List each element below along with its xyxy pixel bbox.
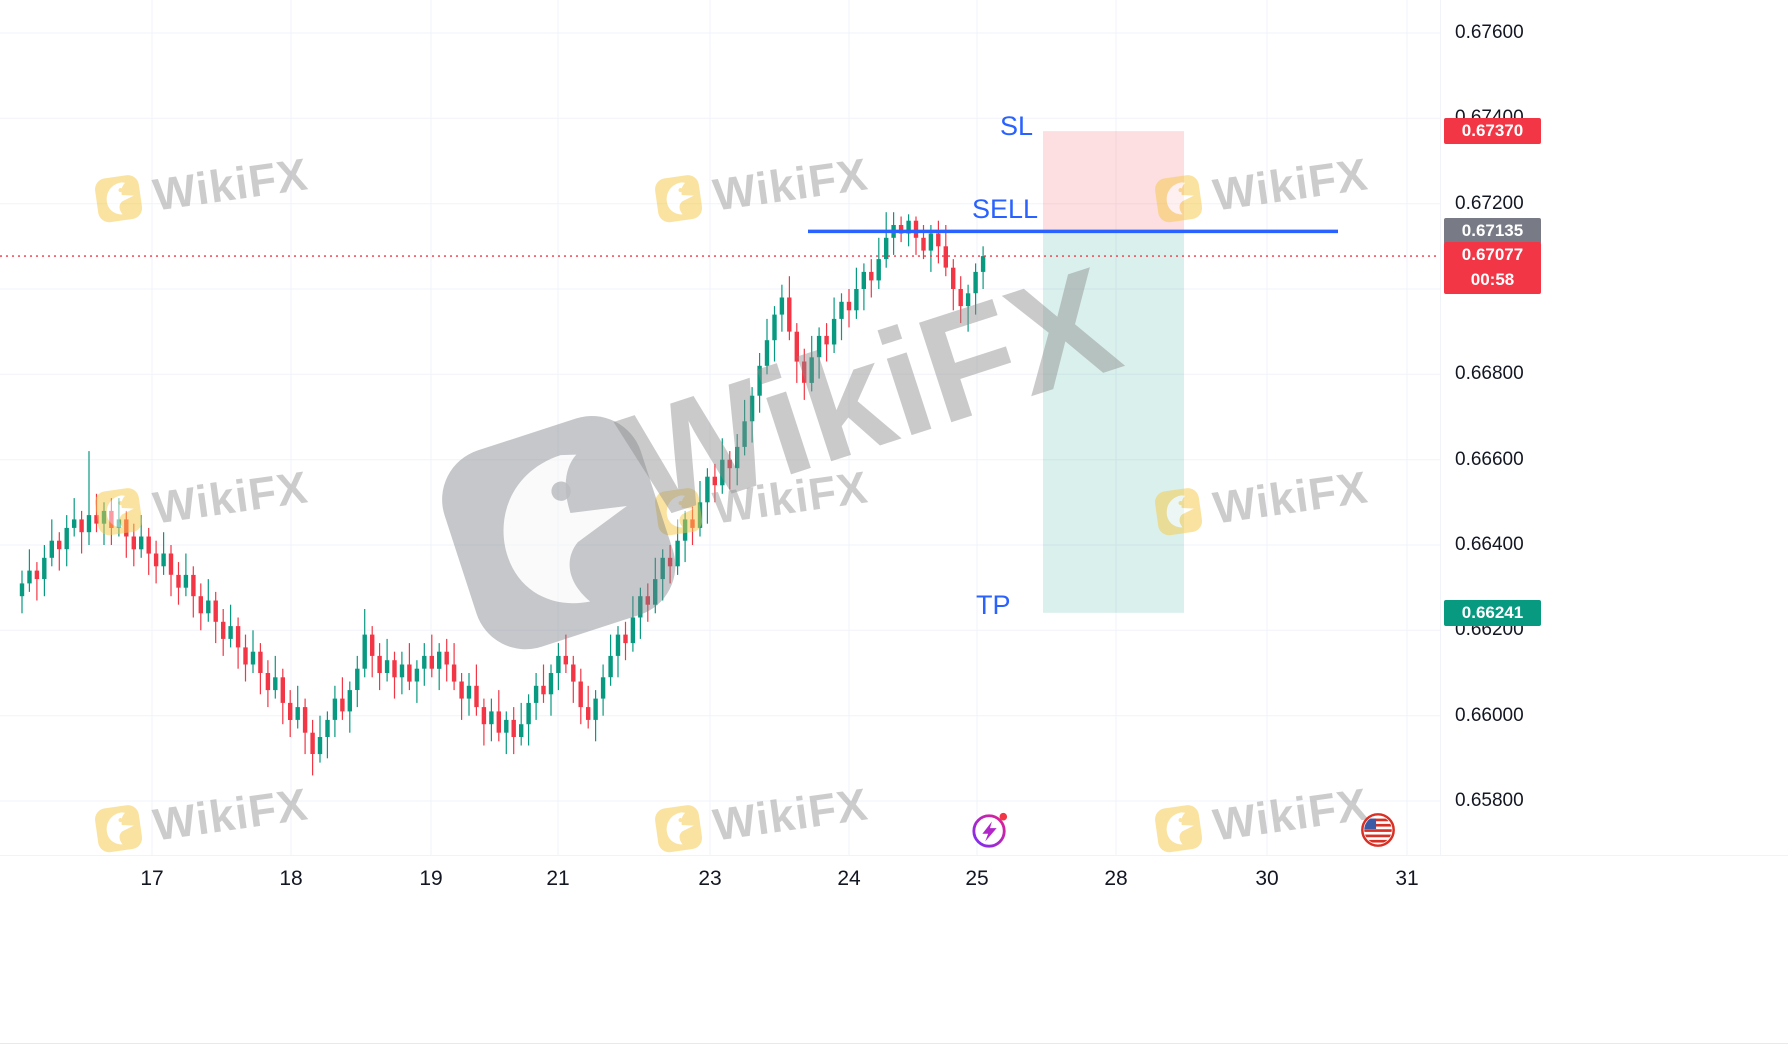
x-axis-label: 28: [1104, 867, 1128, 890]
x-axis-label: 25: [965, 867, 989, 890]
x-axis-label: 21: [546, 867, 570, 890]
current-badge: 0.67077 00:58: [1444, 242, 1541, 295]
y-axis-label: 0.65800: [1455, 790, 1524, 811]
current-price-value: 0.67077: [1461, 245, 1524, 265]
y-axis-label: 0.66800: [1455, 363, 1524, 385]
bottom-border: [0, 1043, 1788, 1044]
entry-badge: 0.67135: [1444, 218, 1541, 245]
x-axis-label: 19: [419, 867, 443, 890]
us-flag-icon[interactable]: [1359, 811, 1397, 849]
x-axis-label: 30: [1255, 867, 1279, 890]
y-axis-label: 0.66400: [1455, 534, 1524, 555]
price-axis-separator: [1440, 0, 1441, 855]
x-axis-label: 17: [140, 867, 164, 890]
x-axis-label: 23: [698, 867, 722, 890]
x-axis-label: 18: [279, 867, 303, 890]
y-axis-label: 0.67600: [1455, 22, 1524, 43]
y-axis-label: 0.66000: [1455, 704, 1524, 726]
economic-event-icon[interactable]: [971, 811, 1009, 849]
x-axis-label: 31: [1395, 867, 1419, 890]
sl-badge: 0.67370: [1444, 118, 1541, 145]
tp-label[interactable]: TP: [976, 589, 1011, 620]
x-axis-label: 24: [837, 867, 861, 890]
y-axis-label: 0.67200: [1455, 192, 1524, 214]
sl-label[interactable]: SL: [1000, 111, 1034, 142]
time-axis-separator: [0, 855, 1788, 856]
tp-badge: 0.66241: [1444, 599, 1541, 626]
bar-countdown: 00:58: [1470, 270, 1515, 290]
sell-label[interactable]: SELL: [972, 194, 1039, 225]
y-axis-label: 0.66600: [1455, 448, 1524, 470]
